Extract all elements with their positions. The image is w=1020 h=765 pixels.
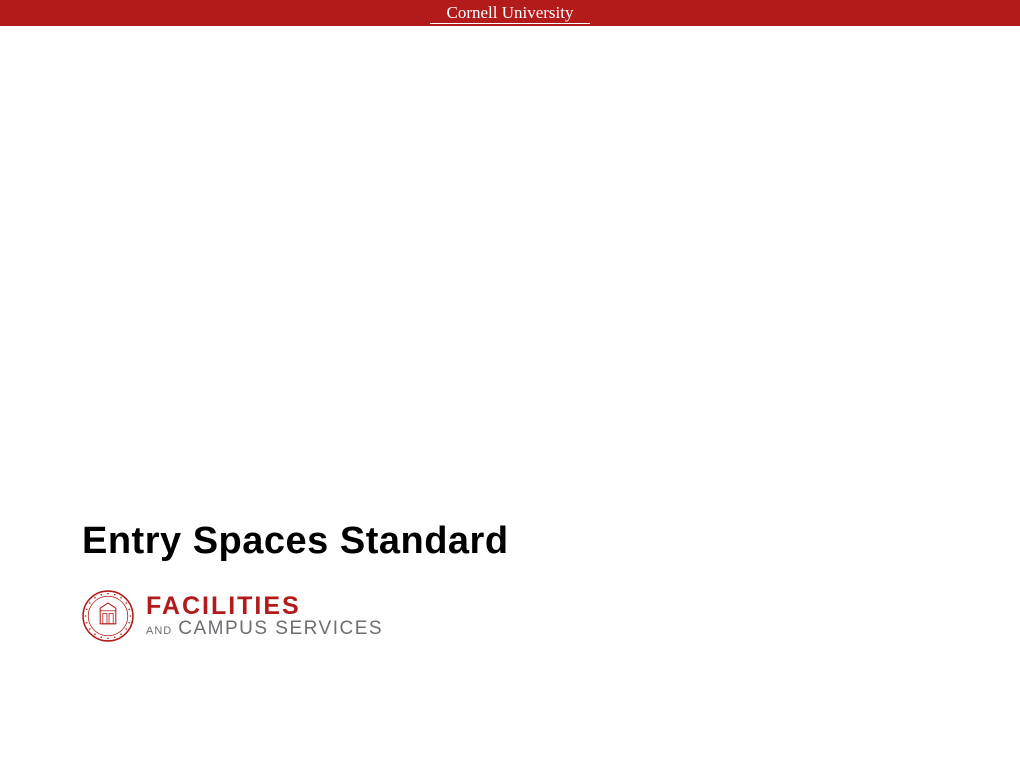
header-title: Cornell University <box>446 3 573 23</box>
logo-and: AND <box>146 626 172 638</box>
logo-block: FACILITIES AND CAMPUS SERVICES <box>82 590 383 642</box>
logo-line1: FACILITIES <box>146 593 383 619</box>
logo-line2-text: CAMPUS SERVICES <box>178 619 383 639</box>
logo-text: FACILITIES AND CAMPUS SERVICES <box>146 593 383 639</box>
header-bar: Cornell University <box>0 0 1020 26</box>
cornell-seal-icon <box>82 590 134 642</box>
header-underline <box>430 23 590 24</box>
page-title: Entry Spaces Standard <box>82 520 509 563</box>
title-block: Entry Spaces Standard <box>82 520 509 563</box>
logo-line2: AND CAMPUS SERVICES <box>146 619 383 639</box>
